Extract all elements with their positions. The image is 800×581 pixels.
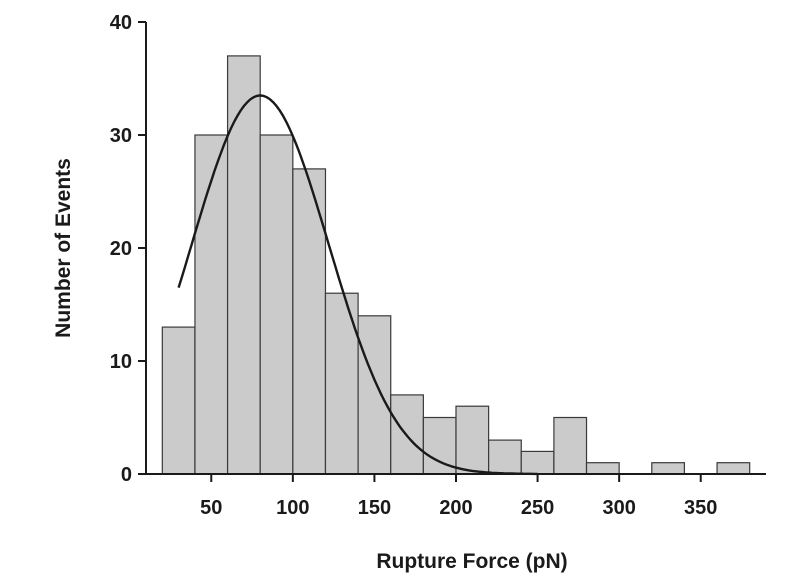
histogram-bar-80-100 xyxy=(259,134,294,475)
histogram-bar-60-80 xyxy=(226,55,261,475)
y-tick-label-0: 0 xyxy=(121,464,132,486)
x-tick-label-200: 200 xyxy=(439,497,472,519)
y-axis-title: Number of Events xyxy=(52,158,75,338)
histogram-bar-240-260 xyxy=(520,450,555,475)
histogram-bar-200-220 xyxy=(455,405,490,475)
histogram-bar-20-40 xyxy=(161,326,196,475)
x-tick-label-100: 100 xyxy=(276,497,309,519)
x-tick-label-250: 250 xyxy=(521,497,554,519)
x-axis-ticks: 50 100 150 200 250 300 350 xyxy=(200,474,717,519)
x-tick-label-350: 350 xyxy=(684,497,717,519)
gaussian-fit-curve xyxy=(177,94,538,476)
histogram-bars xyxy=(161,55,751,475)
y-tick-label-20: 20 xyxy=(110,238,132,260)
y-axis-ticks: 0 10 20 30 40 xyxy=(110,12,146,486)
histogram-bar-360-380 xyxy=(716,462,751,475)
y-tick-label-10: 10 xyxy=(110,351,132,373)
histogram-bar-220-240 xyxy=(488,439,522,475)
histogram-bar-280-300 xyxy=(585,462,620,475)
y-tick-label-40: 40 xyxy=(110,12,132,34)
x-tick-label-50: 50 xyxy=(200,497,222,519)
x-tick-label-150: 150 xyxy=(358,497,391,519)
histogram-bar-100-120 xyxy=(292,168,327,475)
histogram-bar-140-160 xyxy=(357,315,392,475)
histogram-bar-40-60 xyxy=(194,134,229,475)
histogram-bar-260-280 xyxy=(553,416,588,475)
x-tick-label-300: 300 xyxy=(602,497,635,519)
x-axis-title: Rupture Force (pN) xyxy=(376,550,567,573)
histogram-bar-320-340 xyxy=(651,462,686,475)
y-tick-label-30: 30 xyxy=(110,125,132,147)
